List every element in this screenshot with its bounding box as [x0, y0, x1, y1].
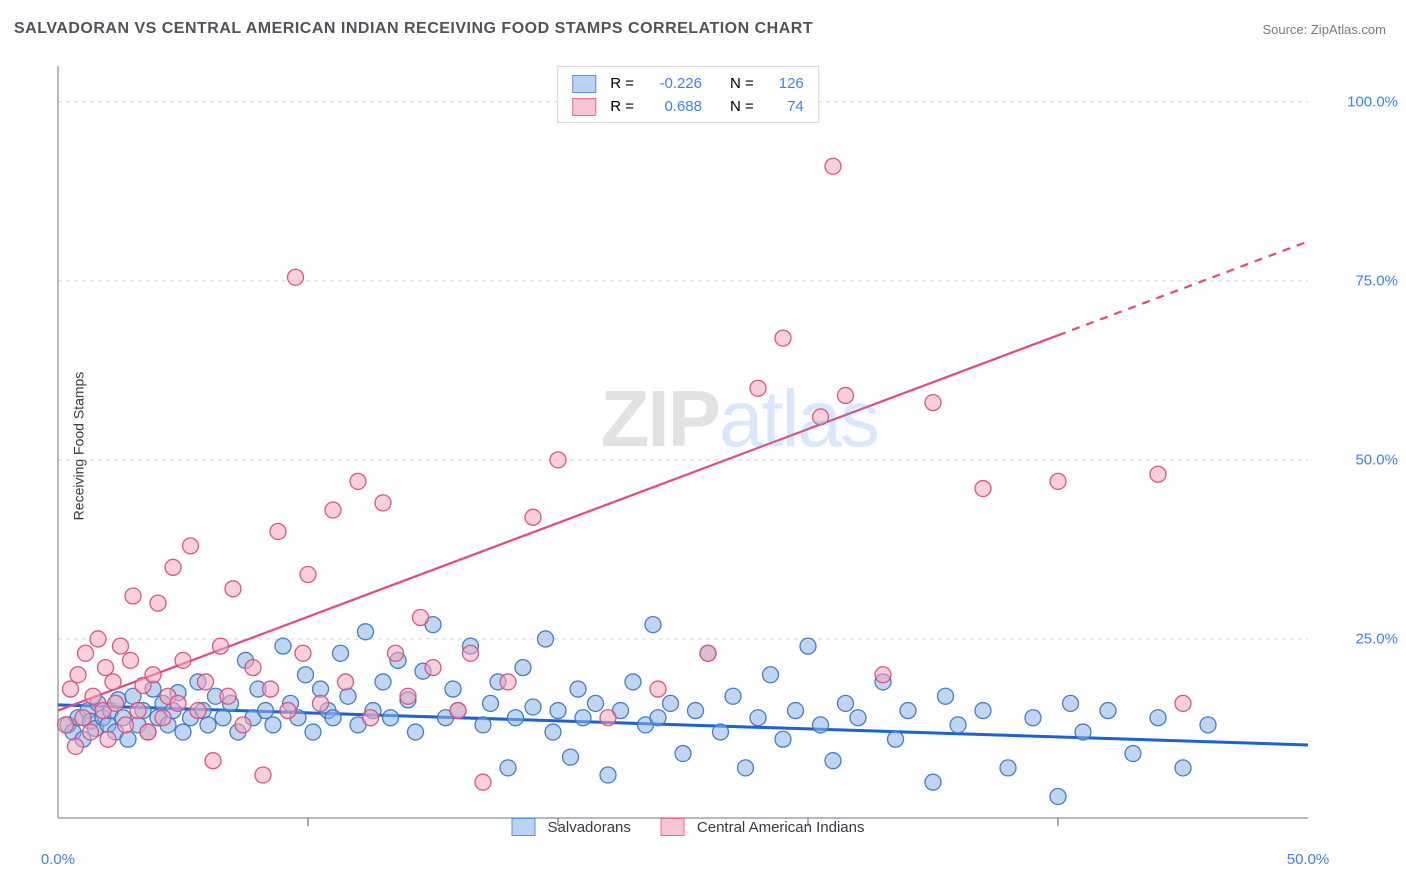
source-attribution: Source: ZipAtlas.com: [1262, 22, 1386, 37]
legend: Salvadorans Central American Indians: [512, 818, 865, 836]
xtick-label: 50.0%: [1287, 851, 1330, 868]
r-value: -0.226: [644, 73, 702, 96]
legend-label: Salvadorans: [548, 819, 631, 836]
plot-area: ZIPatlas R =-0.226N =126R =0.688N =74 25…: [48, 60, 1328, 840]
source-prefix: Source:: [1262, 22, 1310, 37]
ytick-label: 75.0%: [1355, 272, 1398, 289]
n-label: N =: [730, 73, 754, 96]
legend-swatch: [572, 98, 596, 116]
r-label: R =: [610, 96, 634, 119]
legend-label: Central American Indians: [697, 819, 865, 836]
source-link[interactable]: ZipAtlas.com: [1311, 22, 1386, 37]
ytick-label: 50.0%: [1355, 451, 1398, 468]
n-label: N =: [730, 96, 754, 119]
legend-swatch: [512, 818, 536, 836]
legend-item: Salvadorans: [512, 818, 631, 836]
stats-row: R = 0.688 N = 74: [572, 96, 804, 119]
ytick-label: 100.0%: [1347, 93, 1398, 110]
n-value: 74: [764, 96, 804, 119]
stats-box: R = -0.226 N = 126 R = 0.688 N = 74: [557, 66, 819, 123]
scatter-chart: [48, 60, 1328, 840]
r-value: 0.688: [644, 96, 702, 119]
n-value: 126: [764, 73, 804, 96]
xtick-label: 0.0%: [41, 851, 75, 868]
r-label: R =: [610, 73, 634, 96]
legend-swatch: [572, 75, 596, 93]
stats-row: R = -0.226 N = 126: [572, 73, 804, 96]
ytick-label: 25.0%: [1355, 630, 1398, 647]
legend-item: Central American Indians: [661, 818, 865, 836]
legend-swatch: [661, 818, 685, 836]
chart-title: SALVADORAN VS CENTRAL AMERICAN INDIAN RE…: [14, 20, 813, 38]
